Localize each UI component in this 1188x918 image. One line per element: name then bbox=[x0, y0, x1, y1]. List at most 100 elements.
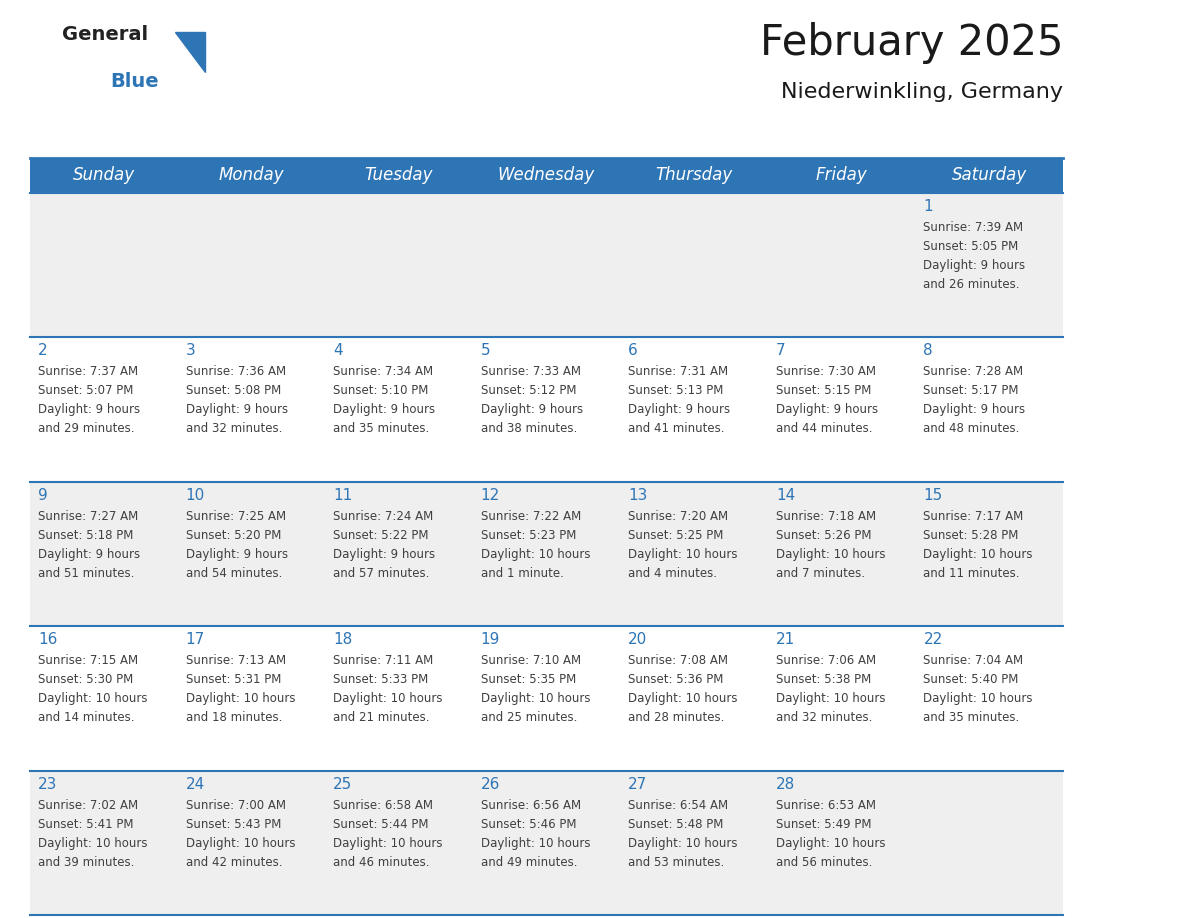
Bar bbox=[30, 482, 1063, 626]
Text: 26: 26 bbox=[481, 777, 500, 791]
Text: 2: 2 bbox=[38, 343, 48, 358]
Text: and 54 minutes.: and 54 minutes. bbox=[185, 566, 282, 580]
Text: Sunrise: 6:56 AM: Sunrise: 6:56 AM bbox=[481, 799, 581, 812]
Text: and 4 minutes.: and 4 minutes. bbox=[628, 566, 718, 580]
Text: 24: 24 bbox=[185, 777, 204, 791]
Text: Sunset: 5:25 PM: Sunset: 5:25 PM bbox=[628, 529, 723, 542]
Text: 5: 5 bbox=[481, 343, 491, 358]
Text: Sunrise: 7:34 AM: Sunrise: 7:34 AM bbox=[333, 365, 434, 378]
Text: and 53 minutes.: and 53 minutes. bbox=[628, 856, 725, 868]
Text: 16: 16 bbox=[38, 633, 57, 647]
Text: Daylight: 10 hours: Daylight: 10 hours bbox=[628, 836, 738, 849]
Text: Wednesday: Wednesday bbox=[498, 166, 595, 185]
Text: 1: 1 bbox=[923, 199, 933, 214]
Text: Sunrise: 7:24 AM: Sunrise: 7:24 AM bbox=[333, 509, 434, 522]
Text: and 51 minutes.: and 51 minutes. bbox=[38, 566, 134, 580]
Text: Daylight: 9 hours: Daylight: 9 hours bbox=[923, 259, 1025, 272]
Text: 15: 15 bbox=[923, 487, 943, 503]
Text: Sunset: 5:44 PM: Sunset: 5:44 PM bbox=[333, 818, 429, 831]
Text: 17: 17 bbox=[185, 633, 204, 647]
Text: Daylight: 10 hours: Daylight: 10 hours bbox=[923, 548, 1032, 561]
Text: Sunrise: 7:13 AM: Sunrise: 7:13 AM bbox=[185, 655, 285, 667]
Text: Sunset: 5:22 PM: Sunset: 5:22 PM bbox=[333, 529, 429, 542]
Text: 28: 28 bbox=[776, 777, 795, 791]
Text: and 11 minutes.: and 11 minutes. bbox=[923, 566, 1020, 580]
Text: Daylight: 9 hours: Daylight: 9 hours bbox=[185, 548, 287, 561]
Text: 12: 12 bbox=[481, 487, 500, 503]
Text: Sunset: 5:30 PM: Sunset: 5:30 PM bbox=[38, 673, 133, 686]
Text: Saturday: Saturday bbox=[952, 166, 1026, 185]
Text: Daylight: 10 hours: Daylight: 10 hours bbox=[776, 836, 885, 849]
Text: Sunrise: 7:31 AM: Sunrise: 7:31 AM bbox=[628, 365, 728, 378]
Text: Daylight: 9 hours: Daylight: 9 hours bbox=[38, 403, 140, 417]
Text: Daylight: 9 hours: Daylight: 9 hours bbox=[185, 403, 287, 417]
Text: and 21 minutes.: and 21 minutes. bbox=[333, 711, 430, 724]
Text: Sunrise: 7:08 AM: Sunrise: 7:08 AM bbox=[628, 655, 728, 667]
Text: Sunset: 5:17 PM: Sunset: 5:17 PM bbox=[923, 385, 1019, 397]
Text: and 48 minutes.: and 48 minutes. bbox=[923, 422, 1019, 435]
Text: Daylight: 9 hours: Daylight: 9 hours bbox=[333, 548, 435, 561]
Text: Daylight: 10 hours: Daylight: 10 hours bbox=[481, 692, 590, 705]
Text: Sunset: 5:20 PM: Sunset: 5:20 PM bbox=[185, 529, 280, 542]
Text: Sunrise: 7:02 AM: Sunrise: 7:02 AM bbox=[38, 799, 138, 812]
Bar bbox=[30, 158, 1063, 193]
Text: Sunset: 5:26 PM: Sunset: 5:26 PM bbox=[776, 529, 871, 542]
Text: Daylight: 9 hours: Daylight: 9 hours bbox=[333, 403, 435, 417]
Text: Daylight: 10 hours: Daylight: 10 hours bbox=[923, 692, 1032, 705]
Text: and 42 minutes.: and 42 minutes. bbox=[185, 856, 282, 868]
Text: 10: 10 bbox=[185, 487, 204, 503]
Text: Sunset: 5:28 PM: Sunset: 5:28 PM bbox=[923, 529, 1019, 542]
Polygon shape bbox=[175, 32, 206, 72]
Text: Daylight: 9 hours: Daylight: 9 hours bbox=[38, 548, 140, 561]
Bar bbox=[30, 626, 1063, 770]
Text: 18: 18 bbox=[333, 633, 353, 647]
Text: and 41 minutes.: and 41 minutes. bbox=[628, 422, 725, 435]
Text: and 56 minutes.: and 56 minutes. bbox=[776, 856, 872, 868]
Text: and 25 minutes.: and 25 minutes. bbox=[481, 711, 577, 724]
Text: and 39 minutes.: and 39 minutes. bbox=[38, 856, 134, 868]
Text: and 57 minutes.: and 57 minutes. bbox=[333, 566, 430, 580]
Text: Sunrise: 7:20 AM: Sunrise: 7:20 AM bbox=[628, 509, 728, 522]
Text: Sunset: 5:31 PM: Sunset: 5:31 PM bbox=[185, 673, 280, 686]
Text: and 7 minutes.: and 7 minutes. bbox=[776, 566, 865, 580]
Text: Daylight: 9 hours: Daylight: 9 hours bbox=[628, 403, 731, 417]
Text: General: General bbox=[62, 25, 148, 44]
Text: February 2025: February 2025 bbox=[759, 22, 1063, 64]
Text: and 18 minutes.: and 18 minutes. bbox=[185, 711, 282, 724]
Text: Sunrise: 7:27 AM: Sunrise: 7:27 AM bbox=[38, 509, 138, 522]
Text: and 26 minutes.: and 26 minutes. bbox=[923, 278, 1020, 291]
Text: and 14 minutes.: and 14 minutes. bbox=[38, 711, 134, 724]
Text: Sunrise: 7:06 AM: Sunrise: 7:06 AM bbox=[776, 655, 876, 667]
Text: Sunrise: 7:04 AM: Sunrise: 7:04 AM bbox=[923, 655, 1024, 667]
Text: Daylight: 10 hours: Daylight: 10 hours bbox=[481, 836, 590, 849]
Text: 21: 21 bbox=[776, 633, 795, 647]
Text: Sunset: 5:08 PM: Sunset: 5:08 PM bbox=[185, 385, 280, 397]
Text: and 35 minutes.: and 35 minutes. bbox=[923, 711, 1019, 724]
Text: Sunset: 5:49 PM: Sunset: 5:49 PM bbox=[776, 818, 871, 831]
Text: Sunrise: 7:39 AM: Sunrise: 7:39 AM bbox=[923, 221, 1024, 234]
Text: and 44 minutes.: and 44 minutes. bbox=[776, 422, 872, 435]
Text: Sunset: 5:13 PM: Sunset: 5:13 PM bbox=[628, 385, 723, 397]
Text: 3: 3 bbox=[185, 343, 195, 358]
Text: Sunset: 5:40 PM: Sunset: 5:40 PM bbox=[923, 673, 1019, 686]
Text: Daylight: 10 hours: Daylight: 10 hours bbox=[185, 692, 295, 705]
Text: Sunset: 5:15 PM: Sunset: 5:15 PM bbox=[776, 385, 871, 397]
Text: Niederwinkling, Germany: Niederwinkling, Germany bbox=[781, 82, 1063, 102]
Text: 7: 7 bbox=[776, 343, 785, 358]
Text: and 49 minutes.: and 49 minutes. bbox=[481, 856, 577, 868]
Text: Sunrise: 7:17 AM: Sunrise: 7:17 AM bbox=[923, 509, 1024, 522]
Text: Daylight: 10 hours: Daylight: 10 hours bbox=[776, 548, 885, 561]
Text: Sunset: 5:12 PM: Sunset: 5:12 PM bbox=[481, 385, 576, 397]
Bar bbox=[30, 193, 1063, 338]
Text: Sunrise: 7:15 AM: Sunrise: 7:15 AM bbox=[38, 655, 138, 667]
Text: Sunrise: 7:11 AM: Sunrise: 7:11 AM bbox=[333, 655, 434, 667]
Text: 4: 4 bbox=[333, 343, 343, 358]
Text: 25: 25 bbox=[333, 777, 353, 791]
Text: Sunrise: 7:00 AM: Sunrise: 7:00 AM bbox=[185, 799, 285, 812]
Text: 22: 22 bbox=[923, 633, 943, 647]
Text: 20: 20 bbox=[628, 633, 647, 647]
Text: Sunrise: 7:10 AM: Sunrise: 7:10 AM bbox=[481, 655, 581, 667]
Text: Sunset: 5:10 PM: Sunset: 5:10 PM bbox=[333, 385, 429, 397]
Text: Sunset: 5:07 PM: Sunset: 5:07 PM bbox=[38, 385, 133, 397]
Text: Daylight: 10 hours: Daylight: 10 hours bbox=[38, 692, 147, 705]
